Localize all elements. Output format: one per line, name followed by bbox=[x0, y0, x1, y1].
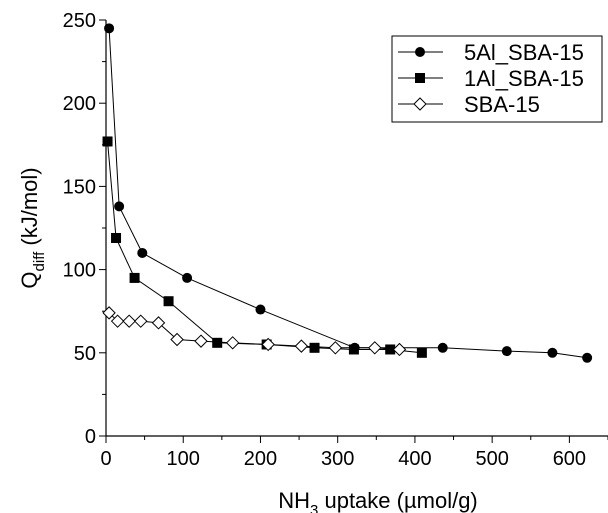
legend-entry-sba: SBA-15 bbox=[398, 92, 540, 117]
y-tick-label: 50 bbox=[74, 343, 96, 365]
data-point-diamond bbox=[102, 306, 116, 320]
legend-marker-circle bbox=[415, 47, 425, 57]
x-tick-label: 300 bbox=[321, 448, 354, 470]
x-axis-title-main: NH bbox=[278, 488, 310, 513]
data-point-diamond bbox=[134, 314, 148, 328]
y-tick-label: 200 bbox=[63, 93, 96, 115]
y-tick-label: 150 bbox=[63, 176, 96, 198]
data-point-diamond bbox=[294, 339, 309, 353]
data-point-circle bbox=[437, 342, 448, 353]
legend-label: 5Al_SBA-15 bbox=[464, 40, 584, 65]
data-point-square bbox=[102, 136, 113, 147]
legend-label: SBA-15 bbox=[464, 92, 540, 117]
data-point-square bbox=[416, 347, 427, 358]
data-point-circle bbox=[114, 201, 125, 212]
legend-label: 1Al_SBA-15 bbox=[464, 66, 584, 91]
y-axis-title-main: Q bbox=[17, 271, 42, 288]
legend-box bbox=[391, 35, 603, 123]
data-point-square bbox=[212, 337, 223, 348]
data-point-square bbox=[385, 344, 396, 355]
data-point-diamond bbox=[261, 337, 275, 352]
legend-marker-diamond bbox=[413, 97, 427, 111]
x-tick-label: 600 bbox=[553, 448, 586, 470]
data-point-square bbox=[348, 344, 359, 355]
series-markers bbox=[102, 23, 593, 363]
data-point-circle bbox=[104, 23, 115, 34]
series-line-1 bbox=[108, 28, 588, 359]
data-point-diamond bbox=[151, 316, 166, 330]
data-point-circle bbox=[255, 304, 266, 315]
x-axis-title-sub: 3 bbox=[310, 502, 318, 513]
data-point-square bbox=[111, 232, 122, 243]
legend-marker-square bbox=[415, 73, 425, 83]
x-tick-label: 400 bbox=[398, 448, 431, 470]
data-point-diamond bbox=[328, 341, 343, 355]
data-point-circle bbox=[501, 346, 512, 357]
legend-entry-1al: 1Al_SBA-15 bbox=[398, 66, 584, 91]
data-point-circle bbox=[182, 272, 193, 283]
x-axis-title-rest: uptake (µmol/g) bbox=[318, 488, 477, 513]
y-axis-title: Qdiff (kJ/mol) bbox=[17, 167, 48, 288]
data-point-square bbox=[309, 342, 320, 353]
x-tick-label: 100 bbox=[167, 448, 200, 470]
y-axis-title-rest: (kJ/mol) bbox=[17, 167, 42, 251]
y-axis-title-sub: diff bbox=[31, 251, 48, 272]
legend: 5Al_SBA-15 1Al_SBA-15 SBA-15 bbox=[391, 35, 603, 123]
x-tick-label: 0 bbox=[100, 448, 111, 470]
y-tick-label: 250 bbox=[63, 10, 96, 32]
data-point-square bbox=[129, 272, 140, 283]
y-tick-label: 0 bbox=[85, 426, 96, 448]
data-point-circle bbox=[547, 347, 558, 358]
x-axis-title: NH3 uptake (µmol/g) bbox=[278, 488, 478, 513]
data-point-diamond bbox=[392, 342, 407, 357]
x-tick-label: 500 bbox=[475, 448, 508, 470]
data-point-diamond bbox=[110, 314, 125, 328]
y-tick-label: 100 bbox=[63, 260, 96, 282]
x-tick-label: 200 bbox=[244, 448, 277, 470]
data-point-diamond bbox=[368, 341, 382, 355]
legend-entry-5al: 5Al_SBA-15 bbox=[398, 40, 584, 65]
data-point-circle bbox=[582, 352, 593, 363]
data-point-diamond bbox=[122, 314, 136, 328]
data-point-diamond bbox=[170, 332, 184, 347]
data-point-square bbox=[163, 296, 174, 307]
data-point-diamond bbox=[225, 336, 240, 350]
axes: 0 100 200 300 400 500 600 0 50 100 150 200 250 bbox=[63, 10, 608, 470]
data-point-diamond bbox=[194, 334, 208, 348]
data-point-circle bbox=[137, 247, 148, 258]
